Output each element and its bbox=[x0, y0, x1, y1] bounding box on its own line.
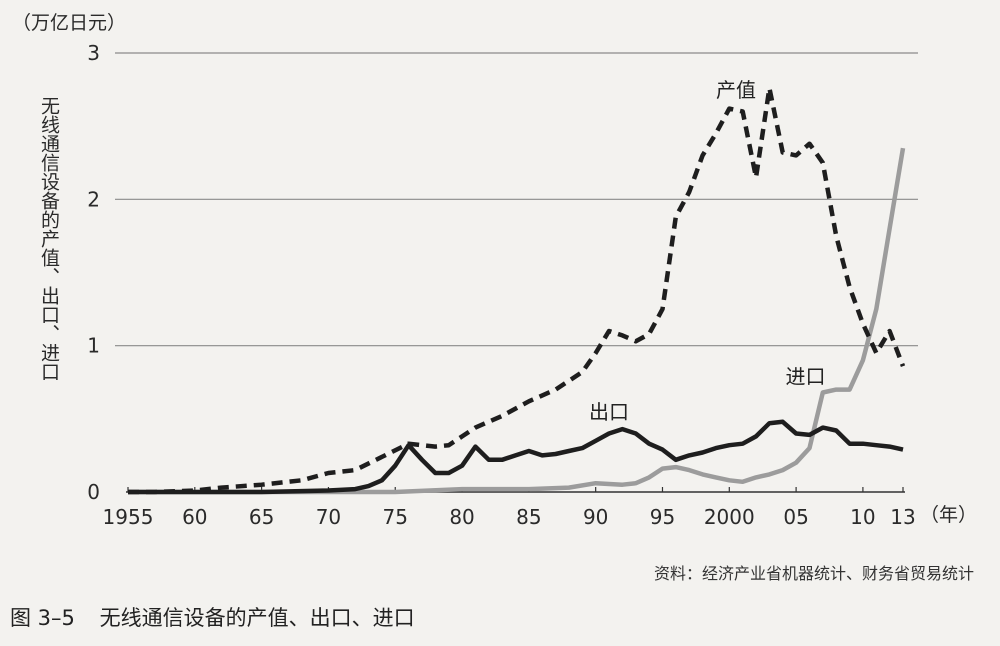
y-axis-title: 无线通信设备的产值、出口、进口 bbox=[38, 96, 60, 381]
y-tick-label: 1 bbox=[87, 334, 100, 358]
x-tick-label: 2000 bbox=[704, 505, 755, 529]
series-line-import bbox=[128, 147, 906, 495]
series-label-production: 产值 bbox=[716, 78, 756, 102]
series-line-production bbox=[128, 85, 906, 495]
x-tick-labels: 1955 60 65 70 75 80 85 90 95 2000 05 10 13 bbox=[103, 487, 916, 529]
series-label-export: 出口 bbox=[589, 400, 629, 424]
figure-title: 无线通信设备的产值、出口、进口 bbox=[99, 606, 415, 630]
y-tick-labels: 0 1 2 3 bbox=[87, 41, 100, 504]
x-tick-label: 95 bbox=[650, 505, 675, 529]
figure-caption: 图 3–5 无线通信设备的产值、出口、进口 bbox=[10, 602, 415, 632]
x-unit-label: （年） bbox=[920, 504, 978, 526]
series-line-export bbox=[128, 419, 904, 495]
x-tick-label: 10 bbox=[850, 505, 875, 529]
x-tick-label: 05 bbox=[783, 505, 808, 529]
x-tick-label: 13 bbox=[890, 505, 915, 529]
x-tick-label: 90 bbox=[583, 505, 608, 529]
figure-number: 图 3–5 bbox=[10, 606, 75, 630]
x-tick-label: 85 bbox=[516, 505, 541, 529]
source-note: 资料：经济产业省机器统计、财务省贸易统计 bbox=[653, 564, 974, 583]
series-label-import: 进口 bbox=[785, 365, 825, 389]
x-tick-label: 1955 bbox=[103, 505, 154, 529]
gridlines bbox=[115, 52, 918, 493]
x-tick-label: 80 bbox=[449, 505, 474, 529]
y-tick-label: 0 bbox=[87, 480, 100, 504]
y-tick-label: 3 bbox=[87, 41, 100, 65]
x-tick-label: 70 bbox=[316, 505, 341, 529]
x-tick-label: 75 bbox=[383, 505, 408, 529]
x-tick-label: 60 bbox=[182, 505, 207, 529]
y-tick-label: 2 bbox=[87, 187, 100, 211]
y-unit-label: （万亿日元） bbox=[12, 12, 127, 34]
x-tick-label: 65 bbox=[249, 505, 274, 529]
series-lines bbox=[128, 85, 906, 495]
